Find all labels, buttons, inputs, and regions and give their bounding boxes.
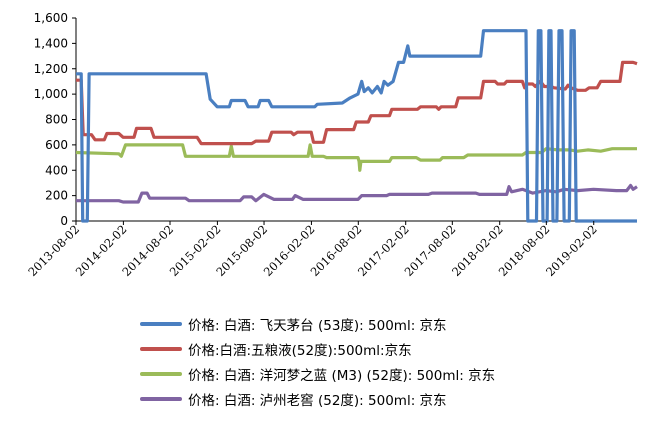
- y-tick-label: 400: [45, 163, 68, 177]
- line-chart: 0 200 400 600 800 1,000 1,200 1,400 1,600 2013-0…: [25, 11, 638, 279]
- legend-item-wuliangye: 价格:白酒:五粮液(52度):500ml:京东: [140, 337, 620, 362]
- y-tick-label: 1,000: [34, 87, 68, 101]
- legend-swatch-luzhou: [140, 397, 182, 401]
- y-tick-label: 200: [45, 189, 68, 203]
- legend-label-moutai: 价格: 白酒: 飞天茅台 (53度): 500ml: 京东: [188, 318, 447, 334]
- legend-label-wuliangye: 价格:白酒:五粮液(52度):500ml:京东: [188, 343, 412, 359]
- y-tick-label: 1,200: [34, 62, 68, 76]
- chart-legend: 价格: 白酒: 飞天茅台 (53度): 500ml: 京东 价格:白酒:五粮液(…: [140, 312, 620, 412]
- y-tick-label: 800: [45, 113, 68, 127]
- y-tick-label: 1,400: [34, 36, 68, 50]
- legend-label-yanghe: 价格: 白酒: 洋河梦之蓝 (M3) (52度): 500ml: 京东: [188, 368, 496, 384]
- y-tick-label: 600: [45, 138, 68, 152]
- legend-swatch-yanghe: [140, 372, 182, 376]
- legend-item-luzhou: 价格: 白酒: 泸州老窖 (52度): 500ml: 京东: [140, 387, 620, 412]
- legend-swatch-moutai: [140, 322, 182, 326]
- chart-series: [75, 29, 638, 223]
- legend-item-yanghe: 价格: 白酒: 洋河梦之蓝 (M3) (52度): 500ml: 京东: [140, 362, 620, 387]
- legend-swatch-wuliangye: [140, 347, 182, 351]
- series-line-moutai: [76, 29, 637, 223]
- x-tick-label: 2019-02-02: [543, 222, 600, 279]
- y-tick-label: 1,600: [34, 11, 68, 25]
- x-axis-ticks: 2013-08-022014-02-022014-08-022015-02-02…: [25, 221, 600, 279]
- series-line-wuliangye: [76, 60, 638, 146]
- legend-item-moutai: 价格: 白酒: 飞天茅台 (53度): 500ml: 京东: [140, 312, 620, 337]
- y-axis-ticks: 0 200 400 600 800 1,000 1,200 1,400 1,600: [34, 11, 76, 228]
- legend-label-luzhou: 价格: 白酒: 泸州老窖 (52度): 500ml: 京东: [188, 393, 447, 409]
- y-tick-label: 0: [60, 214, 68, 228]
